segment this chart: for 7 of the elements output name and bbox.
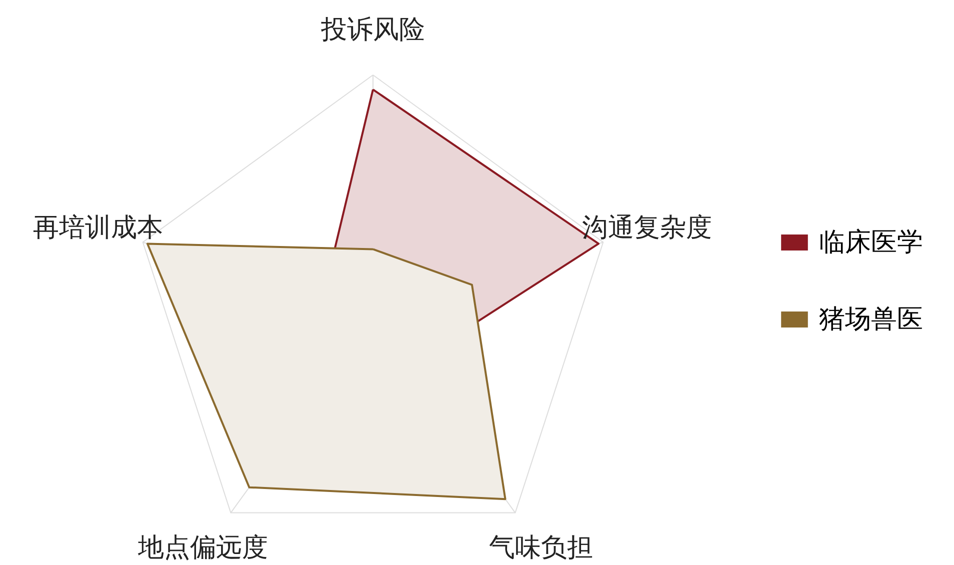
- spoke-label: 投诉风险: [320, 15, 425, 45]
- legend-label: 猪场兽医: [819, 304, 923, 334]
- spoke-label: 气味负担: [489, 532, 594, 563]
- spoke-label: 再培训成本: [32, 213, 163, 244]
- spoke-label: 地点偏远度: [136, 532, 268, 563]
- spoke-label: 沟通复杂度: [582, 213, 712, 244]
- legend-label: 临床医学: [819, 228, 923, 258]
